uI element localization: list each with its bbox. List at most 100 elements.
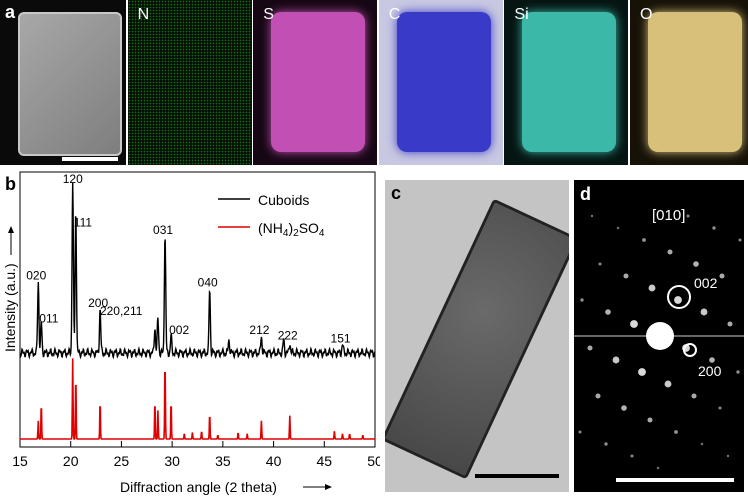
diffraction-spot xyxy=(718,406,722,410)
legend-label-ammonium-sulfate: (NH4)2SO4 xyxy=(258,220,325,239)
peak-label: 040 xyxy=(198,275,218,289)
diffraction-spot xyxy=(590,214,594,218)
diffraction-spot xyxy=(738,238,742,242)
series-group xyxy=(19,182,376,440)
diffraction-spot xyxy=(623,273,629,279)
eds-map-body xyxy=(648,12,742,152)
x-tick-label: 45 xyxy=(316,453,332,469)
diffraction-spot xyxy=(674,430,678,434)
plot-frame xyxy=(19,171,376,448)
diffraction-spot xyxy=(646,322,674,350)
diffraction-spot xyxy=(595,393,601,399)
peak-label: 120 xyxy=(63,172,83,186)
diffraction-spot xyxy=(638,368,646,376)
peak-label: 151 xyxy=(331,332,351,346)
diffraction-spot xyxy=(578,430,582,434)
diffraction-spot xyxy=(580,298,584,302)
element-label: S xyxy=(263,6,274,23)
diffraction-spot xyxy=(642,238,646,242)
legend: Cuboids (NH4)2SO4 xyxy=(218,192,325,239)
panel-label-a: a xyxy=(5,2,16,22)
series-line-0 xyxy=(19,182,376,360)
element-label: N xyxy=(137,6,150,23)
peak-label: 220,211 xyxy=(100,304,143,318)
eds-map-body xyxy=(271,12,366,152)
diffraction-spot xyxy=(709,357,715,363)
eds-map-s: S xyxy=(253,0,378,165)
element-label: O xyxy=(640,6,653,23)
tem-image-panel: c xyxy=(385,180,569,492)
peak-label: 222 xyxy=(278,328,298,342)
element-label: Si xyxy=(514,6,529,23)
diffraction-spot xyxy=(604,442,608,446)
x-axis: 15 20 25 30 35 40 45 50 xyxy=(12,441,380,469)
diffraction-spot xyxy=(647,417,653,423)
eds-map-si: Si xyxy=(504,0,629,165)
y-axis-label: Intensity (a.u.) xyxy=(2,263,18,352)
diffraction-spot xyxy=(700,308,708,316)
diffraction-spot xyxy=(700,442,704,446)
saed-pattern: d [010] 002 200 xyxy=(574,180,744,492)
diffraction-spot xyxy=(598,262,602,266)
diffraction-spot xyxy=(726,454,730,458)
x-tick-label: 15 xyxy=(12,453,28,469)
x-tick-label: 20 xyxy=(63,453,79,469)
peak-label: 011 xyxy=(39,311,58,325)
spot-label-200: 200 xyxy=(698,363,722,379)
eds-map-n: N xyxy=(127,0,252,165)
diffraction-spot xyxy=(605,309,611,315)
spot-circle-200 xyxy=(683,343,697,357)
diffraction-spot xyxy=(667,249,673,255)
diffraction-spot xyxy=(587,345,593,351)
sem-image-panel: a xyxy=(0,0,126,165)
diffraction-spot xyxy=(736,370,740,374)
diffraction-spot xyxy=(630,454,634,458)
diffraction-spot xyxy=(719,273,725,279)
x-tick-label: 35 xyxy=(215,453,231,469)
peak-label: 002 xyxy=(169,323,189,337)
diffraction-spots xyxy=(578,214,742,470)
peak-label: 200 xyxy=(88,296,108,310)
element-label: C xyxy=(388,6,401,23)
diffraction-spot xyxy=(612,356,620,364)
eds-map-c: C xyxy=(378,0,503,165)
spot-label-002: 002 xyxy=(694,275,718,291)
x-axis-label: Diffraction angle (2 theta) xyxy=(120,479,277,495)
peak-label: 031 xyxy=(153,223,173,237)
eds-map-body xyxy=(396,12,491,152)
series-line-1 xyxy=(20,358,375,440)
panel-label-c: c xyxy=(391,183,402,203)
spot-circle-002 xyxy=(667,285,691,309)
eds-map-body xyxy=(127,0,252,165)
x-axis-arrowhead xyxy=(325,484,332,490)
diffraction-spot xyxy=(630,320,638,328)
diffraction-spot xyxy=(727,321,733,327)
eds-map-body xyxy=(522,12,617,152)
diffraction-spot xyxy=(712,226,716,230)
x-tick-label: 40 xyxy=(266,453,282,469)
y-axis-arrowhead xyxy=(8,226,14,233)
peak-label: 020 xyxy=(26,269,46,283)
zone-axis-label: [010] xyxy=(652,207,685,224)
legend-label-cuboids: Cuboids xyxy=(258,192,309,208)
diffraction-spot xyxy=(656,466,660,470)
scale-bar xyxy=(475,474,559,478)
cuboid-sem xyxy=(18,12,122,156)
diffraction-spot xyxy=(691,393,697,399)
xrd-chart: b 15 20 25 30 35 40 45 50 020 011 120 111 200220,21… xyxy=(2,171,380,495)
diffraction-spot xyxy=(621,405,627,411)
cuboid-tem xyxy=(385,198,569,480)
eds-map-o: O xyxy=(630,0,748,165)
diffraction-spot xyxy=(648,284,656,292)
diffraction-spot xyxy=(674,296,682,304)
peak-label: 111 xyxy=(74,216,93,230)
x-tick-label: 30 xyxy=(164,453,180,469)
diffraction-spot xyxy=(616,226,620,230)
peak-label: 212 xyxy=(249,323,269,337)
panel-label-d: d xyxy=(580,184,591,204)
scale-bar xyxy=(62,157,118,161)
x-tick-label: 50 xyxy=(367,453,380,469)
diffraction-spot xyxy=(664,380,672,388)
panel-label-b: b xyxy=(5,174,16,194)
